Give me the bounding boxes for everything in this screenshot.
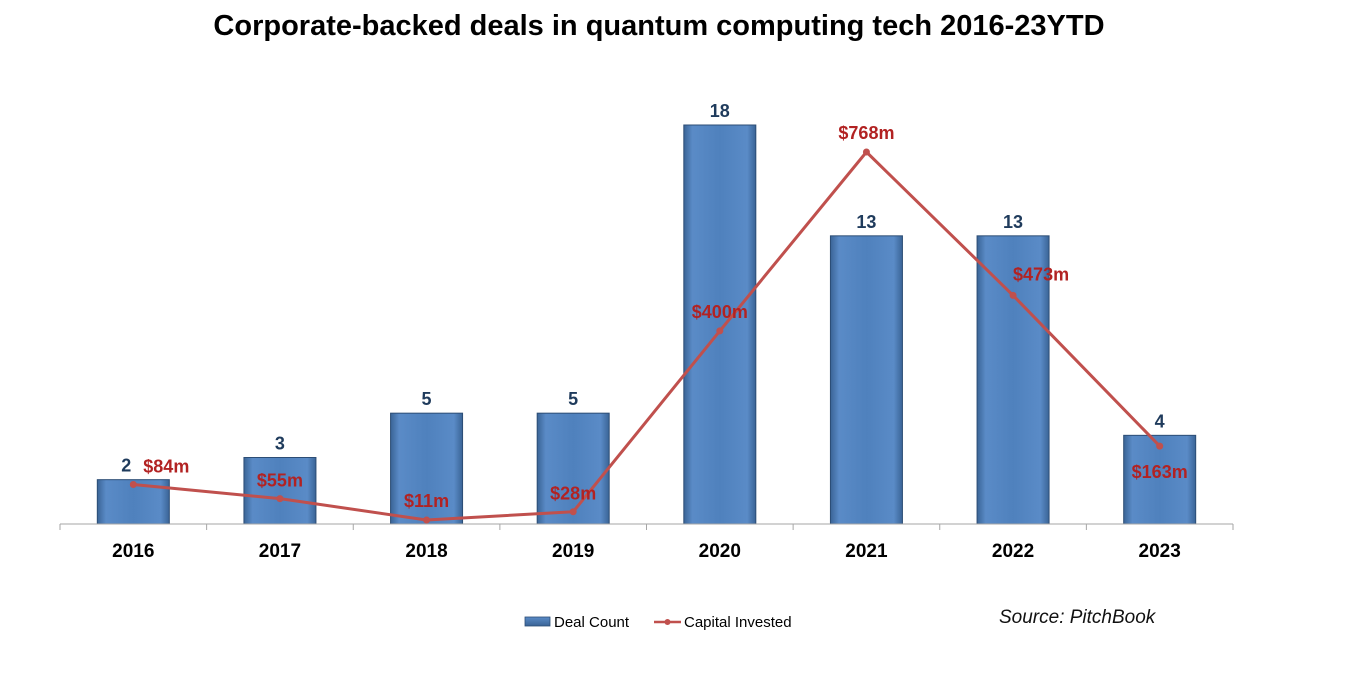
x-tick-label: 2021 bbox=[845, 541, 888, 562]
line-value-label: $400m bbox=[692, 302, 748, 322]
line-value-label: $84m bbox=[143, 457, 189, 477]
source-note: Source: PitchBook bbox=[999, 607, 1156, 628]
bar-value-label: 18 bbox=[710, 101, 730, 121]
x-tick-label: 2016 bbox=[112, 541, 154, 562]
bar-value-label: 4 bbox=[1155, 411, 1165, 431]
data-labels: 2 3 5 5 18 13 13 4 $84m $55m $11m $28m $400m $768m $47… bbox=[121, 101, 1187, 511]
line-value-label: $163m bbox=[1132, 462, 1188, 482]
x-tick-label: 2018 bbox=[405, 541, 447, 562]
legend-label-capital-invested: Capital Invested bbox=[684, 614, 792, 631]
bar-value-label: 2 bbox=[121, 456, 131, 476]
bar-value-label: 13 bbox=[856, 212, 876, 232]
bar-value-label: 13 bbox=[1003, 212, 1023, 232]
line-layer bbox=[129, 148, 1164, 524]
point-capital-invested-2017 bbox=[276, 495, 284, 503]
bar-deal-count-2020 bbox=[683, 124, 757, 525]
bar-value-label: 3 bbox=[275, 434, 285, 454]
x-tick-label: 2023 bbox=[1139, 541, 1181, 562]
point-capital-invested-2021 bbox=[862, 148, 870, 156]
x-tick-label: 2020 bbox=[699, 541, 741, 562]
legend-swatch-deal-count bbox=[524, 616, 551, 627]
bar-value-label: 5 bbox=[568, 389, 578, 409]
point-capital-invested-2019 bbox=[569, 508, 577, 516]
bar-value-label: 5 bbox=[422, 389, 432, 409]
legend-label-deal-count: Deal Count bbox=[554, 614, 630, 631]
x-tick-label: 2017 bbox=[259, 541, 301, 562]
point-capital-invested-2018 bbox=[423, 516, 431, 524]
legend: Deal Count Capital Invested bbox=[524, 614, 792, 631]
line-value-label: $55m bbox=[257, 471, 303, 491]
point-capital-invested-2022 bbox=[1009, 291, 1017, 299]
x-tick-label: 2022 bbox=[992, 541, 1034, 562]
line-value-label: $768m bbox=[838, 123, 894, 143]
point-capital-invested-2016 bbox=[129, 481, 137, 489]
line-capital-invested bbox=[133, 150, 1161, 522]
legend-marker-capital-invested bbox=[664, 619, 671, 625]
bar-deal-count-2018 bbox=[390, 412, 464, 525]
x-axis: 2016 2017 2018 2019 2020 2021 2022 2023 bbox=[59, 523, 1234, 562]
bar-deal-count-2019 bbox=[536, 412, 610, 525]
bar-deal-count-2017 bbox=[243, 457, 317, 525]
bar-deal-count-2022 bbox=[976, 235, 1050, 525]
chart-title: Corporate-backed deals in quantum comput… bbox=[213, 10, 1105, 42]
line-value-label: $473m bbox=[1013, 264, 1069, 284]
point-capital-invested-2020 bbox=[716, 327, 724, 335]
bars-layer bbox=[96, 124, 1197, 525]
bar-deal-count-2021 bbox=[829, 235, 903, 525]
line-value-label: $11m bbox=[404, 491, 449, 511]
x-tick-label: 2019 bbox=[552, 541, 594, 562]
point-capital-invested-2023 bbox=[1156, 442, 1164, 450]
line-value-label: $28m bbox=[550, 484, 596, 504]
